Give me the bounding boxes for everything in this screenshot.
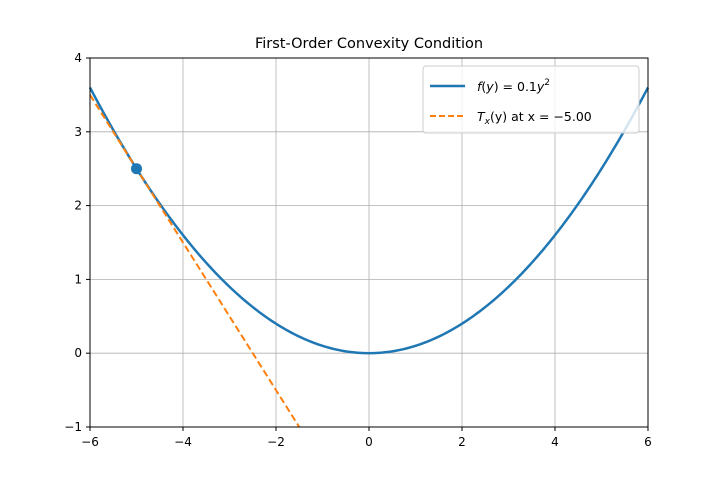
tangent-point-marker [131, 163, 142, 175]
y-tick-label: 1 [74, 272, 82, 286]
legend: f(y) = 0.1y2 Tx(y) at x = −5.00 [422, 65, 640, 134]
x-tick-label: 0 [365, 435, 373, 449]
y-axis-ticks: −1 0 1 2 3 4 [64, 51, 90, 434]
x-tick-label: −6 [81, 435, 99, 449]
x-tick-label: 6 [644, 435, 652, 449]
series-tangent-line [89, 94, 301, 428]
legend-item-f: f(y) = 0.1y2 [477, 78, 550, 94]
series-f-curve [88, 86, 650, 355]
legend-box [422, 65, 640, 134]
y-tick-label: 0 [74, 346, 82, 360]
x-tick-label: 2 [458, 435, 466, 449]
x-tick-label: −2 [267, 435, 285, 449]
y-tick-label: 2 [74, 199, 82, 213]
chart-title: First-Order Convexity Condition [255, 36, 483, 52]
x-tick-label: 4 [551, 435, 559, 449]
y-tick-label: −1 [64, 420, 82, 434]
plot-area [88, 86, 650, 428]
legend-item-tangent: Tx(y) at x = −5.00 [477, 109, 592, 127]
y-tick-label: 3 [74, 125, 82, 139]
x-axis-ticks: −6 −4 −2 0 2 4 6 [81, 427, 652, 449]
x-tick-label: −4 [174, 435, 192, 449]
y-tick-label: 4 [74, 51, 82, 65]
